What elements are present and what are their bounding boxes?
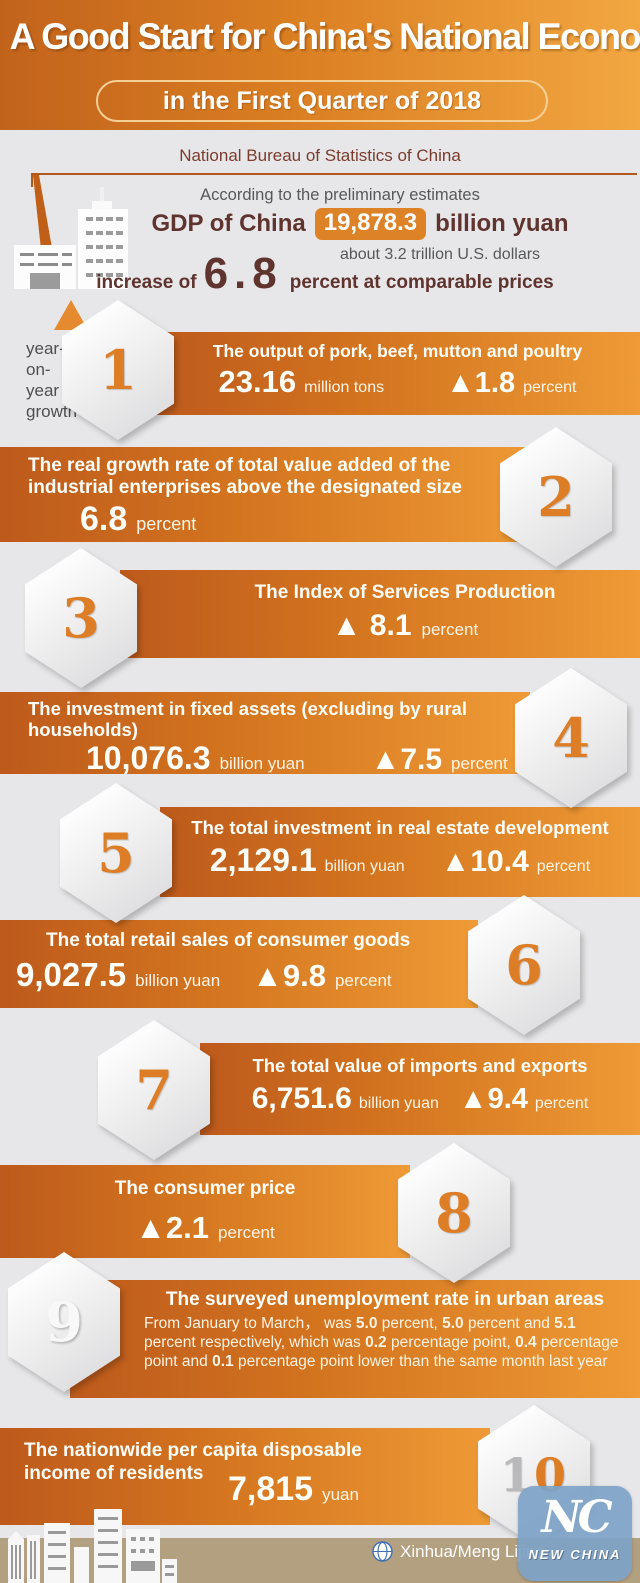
stat-10-values: 7,815 yuan xyxy=(228,1470,359,1508)
stat-7-values: 6,751.6 billion yuan ▲9.4 percent xyxy=(251,1082,589,1115)
increase-suffix: percent at comparable prices xyxy=(289,272,554,293)
stat-3-title: The Index of Services Production xyxy=(254,582,556,603)
stat-bar-6: The total retail sales of consumer goods… xyxy=(0,920,478,1008)
stat-bar-1: The output of pork, beef, mutton and pou… xyxy=(155,332,640,415)
stat-1-delta: ▲1.8 xyxy=(446,367,516,399)
stat-bar-5: The total investment in real estate deve… xyxy=(160,807,640,897)
divider-line xyxy=(31,173,637,175)
hexagon-1: 1 xyxy=(62,300,174,440)
hexagon-3: 3 xyxy=(25,548,137,688)
stat-2-title: The real growth rate of total value adde… xyxy=(28,455,462,499)
stat-1-values: 23.16 million tons ▲1.8 percent xyxy=(218,364,577,399)
gdp-increase-row: increase of 6.8 percent at comparable pr… xyxy=(15,252,635,296)
buildings-icon xyxy=(14,175,128,289)
stat-5-title: The total investment in real estate deve… xyxy=(191,817,609,838)
stat-bar-4: The investment in fixed assets (excludin… xyxy=(0,692,530,774)
stat-4-delta: ▲7.5 xyxy=(370,742,443,776)
stat-7-delta: ▲9.4 xyxy=(458,1083,528,1115)
source-title: National Bureau of Statistics of China xyxy=(179,146,461,165)
stat-3-delta: ▲ 8.1 xyxy=(331,609,412,642)
xinhua-globe-icon xyxy=(372,1541,393,1562)
new-china-logo: NC NEW CHINA xyxy=(518,1486,632,1581)
hexagon-9: 9 xyxy=(8,1252,120,1392)
stat-6-delta: ▲9.8 xyxy=(252,958,326,993)
hexagon-4: 4 xyxy=(515,668,627,808)
according-text: According to the preliminary estimates xyxy=(200,186,480,204)
stat-8-title: The consumer price xyxy=(114,1178,296,1199)
new-china-monogram-icon: NC xyxy=(541,1492,612,1543)
increase-prefix: increase of xyxy=(96,272,197,293)
gdp-label: GDP of China xyxy=(151,210,306,237)
stat-9-title: The surveyed unemployment rate in urban … xyxy=(165,1289,605,1310)
subtitle-pill: in the First Quarter of 2018 xyxy=(96,80,548,122)
skyline-icon xyxy=(8,1509,177,1583)
yoy-legend-label: year- on- year growth xyxy=(26,339,78,421)
stat-10-title: The nationwide per capita disposable inc… xyxy=(24,1440,362,1485)
gdp-row: GDP of China 19,878.3 billion yuan xyxy=(80,208,640,240)
hexagon-2: 2 xyxy=(500,427,612,567)
stat-bar-2: The real growth rate of total value adde… xyxy=(0,447,545,542)
gdp-unit: billion yuan xyxy=(435,210,569,237)
stat-bar-7: The total value of imports and exports 6… xyxy=(200,1043,640,1135)
increase-value: 6.8 xyxy=(203,249,283,298)
stat-5-values: 2,129.1 billion yuan ▲10.4 percent xyxy=(209,842,591,878)
stat-bar-3: The Index of Services Production ▲ 8.1 p… xyxy=(120,570,640,658)
stat-8-delta: ▲2.1 xyxy=(135,1210,210,1245)
stat-6-values: 9,027.5 billion yuan ▲9.8 percent xyxy=(16,956,392,993)
stat-1-title: The output of pork, beef, mutton and pou… xyxy=(212,341,583,361)
credit-text: Xinhua/Meng Lijing xyxy=(400,1541,545,1561)
stat-9-body: From January to March， was 5.0 percent, … xyxy=(144,1315,619,1371)
divider-corner xyxy=(31,173,33,187)
header-banner: A Good Start for China's National Econom… xyxy=(0,0,640,130)
stat-bar-9: The surveyed unemployment rate in urban … xyxy=(70,1280,640,1398)
stat-6-title: The total retail sales of consumer goods xyxy=(46,930,411,951)
hexagon-8: 8 xyxy=(398,1143,510,1283)
stat-5-delta: ▲10.4 xyxy=(440,845,529,878)
stat-3-values: ▲ 8.1 percent xyxy=(331,609,479,642)
photo-credit: Xinhua/Meng Lijing xyxy=(372,1541,545,1562)
stat-8-values: ▲2.1 percent xyxy=(135,1210,275,1245)
gdp-value-badge: 19,878.3 xyxy=(314,208,427,240)
stat-2-values: 6.8 percent xyxy=(80,500,197,539)
stat-4-values: 10,076.3 billion yuan ▲7.5 percent xyxy=(86,739,508,776)
subtitle-text: in the First Quarter of 2018 xyxy=(162,86,482,115)
hexagon-6: 6 xyxy=(468,895,580,1035)
hexagon-7: 7 xyxy=(98,1020,210,1160)
page-title: A Good Start for China's National Econom… xyxy=(9,16,640,57)
stat-7-title: The total value of imports and exports xyxy=(252,1055,588,1076)
stat-4-title: The investment in fixed assets (excludin… xyxy=(28,698,467,741)
new-china-logo-text: NEW CHINA xyxy=(528,1547,622,1562)
hexagon-5: 5 xyxy=(60,783,172,923)
usd-note: about 3.2 trillion U.S. dollars xyxy=(339,246,541,263)
stat-bar-10: The nationwide per capita disposable inc… xyxy=(0,1428,490,1525)
stat-bar-8: The consumer price ▲2.1 percent xyxy=(0,1165,410,1258)
